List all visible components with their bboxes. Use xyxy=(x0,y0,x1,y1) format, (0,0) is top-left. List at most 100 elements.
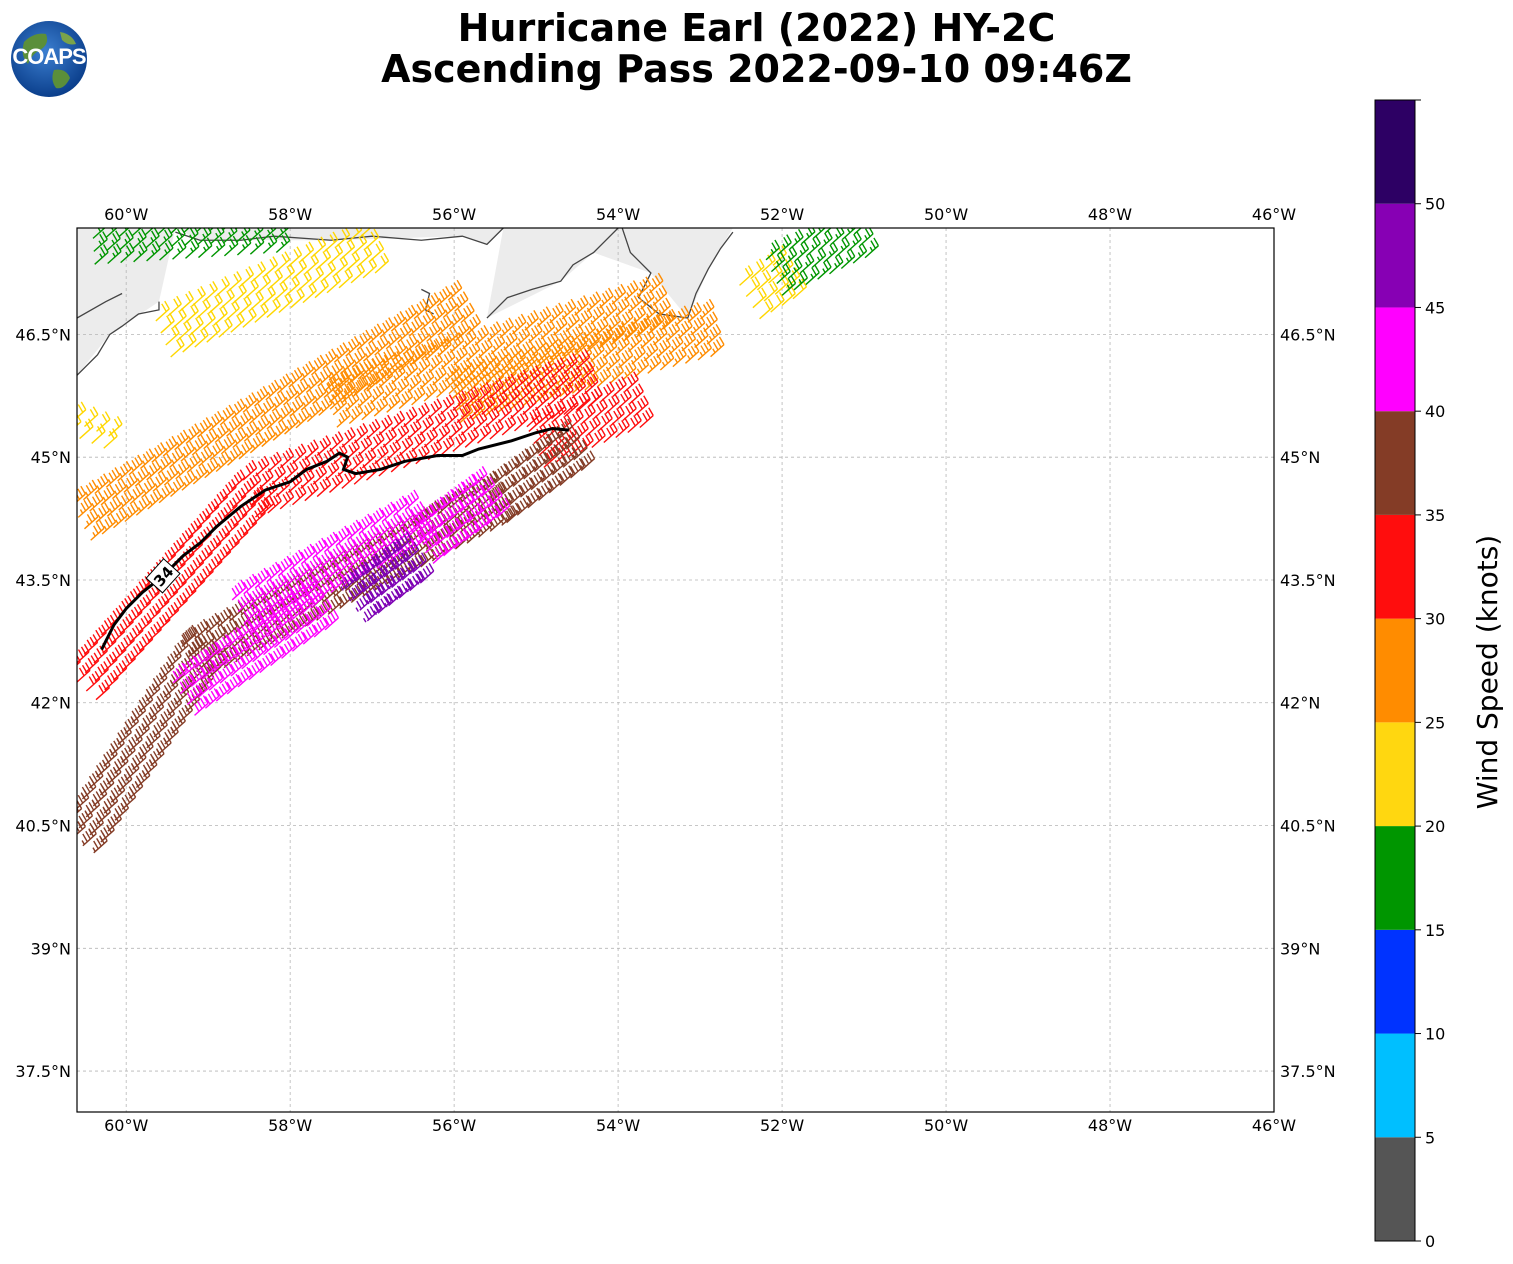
barb-staff xyxy=(437,322,452,336)
wind-barb xyxy=(441,348,456,370)
barb-flag xyxy=(483,324,490,334)
wind-barb xyxy=(453,344,468,366)
barb-flag xyxy=(545,342,552,351)
barb-staff xyxy=(209,206,222,218)
barb-half xyxy=(71,833,73,837)
barb-staff xyxy=(424,347,440,361)
barb-half xyxy=(273,403,278,408)
barb-half xyxy=(399,334,403,339)
barb-flag xyxy=(447,366,454,375)
barb-staff xyxy=(191,442,207,456)
barb-staff xyxy=(328,367,343,381)
barb-flag xyxy=(437,306,443,315)
wind-barb xyxy=(89,491,104,512)
barb-flag xyxy=(413,390,420,399)
barb-half xyxy=(536,395,540,400)
barb-flag xyxy=(605,305,612,314)
barb-flag xyxy=(547,336,553,346)
barb-flag xyxy=(313,360,320,369)
barb-flag xyxy=(661,285,668,294)
barb-staff xyxy=(146,467,161,481)
barb-half xyxy=(194,475,199,481)
wind-barb xyxy=(373,395,389,417)
barb-flag xyxy=(583,295,589,304)
barb-flag xyxy=(337,359,344,369)
barb-flag xyxy=(224,319,230,329)
barb-flag xyxy=(503,346,510,355)
barb-flag xyxy=(448,300,455,309)
barb-staff xyxy=(656,305,671,319)
barb-flag xyxy=(474,341,481,350)
barb-flag xyxy=(421,358,428,368)
barb-half xyxy=(439,348,443,353)
barb-flag xyxy=(451,370,458,380)
barb-half xyxy=(114,490,118,496)
barb-flag xyxy=(599,303,605,313)
barb-staff xyxy=(248,411,264,425)
wind-barb xyxy=(631,305,647,326)
barb-half xyxy=(433,315,437,321)
barb-staff xyxy=(515,333,531,347)
barb-flag xyxy=(472,316,479,326)
barb-half xyxy=(658,349,663,354)
barb-flag xyxy=(492,323,499,333)
wind-barb xyxy=(499,317,515,339)
barb-flag xyxy=(442,288,448,298)
barb-staff xyxy=(471,407,486,421)
barb-half xyxy=(388,404,392,409)
barb-flag xyxy=(508,317,515,326)
barb-flag xyxy=(388,334,395,343)
barb-flag xyxy=(85,484,92,494)
wind-barb xyxy=(220,433,236,455)
barb-flag xyxy=(370,399,376,409)
barb-flag xyxy=(702,304,709,313)
barb-half xyxy=(210,422,214,428)
barb-flag xyxy=(486,371,492,380)
barb-staff xyxy=(611,291,627,305)
barb-flag xyxy=(280,391,287,400)
barb-staff xyxy=(565,355,580,369)
barb-half xyxy=(331,394,335,399)
barb-flag xyxy=(495,355,501,364)
wind-barb xyxy=(549,338,564,360)
barb-staff xyxy=(374,342,389,356)
barb-flag xyxy=(375,386,382,395)
barb-flag xyxy=(342,359,349,368)
barb-staff xyxy=(697,347,712,361)
barb-flag xyxy=(634,310,641,319)
barb-flag xyxy=(174,449,181,459)
barb-flag xyxy=(176,435,183,444)
barb-flag xyxy=(366,375,373,385)
barb-flag xyxy=(309,406,316,416)
barb-staff xyxy=(353,382,369,396)
wind-barb xyxy=(565,311,581,332)
barb-flag xyxy=(605,328,612,337)
barb-half xyxy=(655,336,659,342)
wind-barb xyxy=(204,457,219,479)
barb-staff xyxy=(185,431,200,445)
barb-flag xyxy=(654,275,661,284)
barb-flag xyxy=(555,305,561,314)
barb-flag xyxy=(633,295,640,304)
wind-barb xyxy=(615,296,630,318)
barb-flag xyxy=(465,357,472,366)
barb-flag xyxy=(482,358,489,368)
barb-flag xyxy=(308,377,315,387)
barb-flag xyxy=(114,483,121,493)
barb-flag xyxy=(350,338,357,348)
barb-staff xyxy=(634,364,650,378)
barb-flag xyxy=(103,473,109,482)
barb-flag xyxy=(200,329,206,339)
barb-flag xyxy=(98,520,105,529)
barb-flag xyxy=(301,410,307,419)
barb-staff xyxy=(277,410,293,424)
barb-half xyxy=(377,366,381,372)
barb-staff xyxy=(175,466,190,480)
barb-staff xyxy=(473,366,489,380)
barb-flag xyxy=(392,394,398,404)
wind-barb xyxy=(640,328,656,349)
barb-half xyxy=(222,445,227,451)
barb-staff xyxy=(174,437,189,451)
barb-flag xyxy=(549,318,556,328)
wind-barb xyxy=(536,342,552,363)
